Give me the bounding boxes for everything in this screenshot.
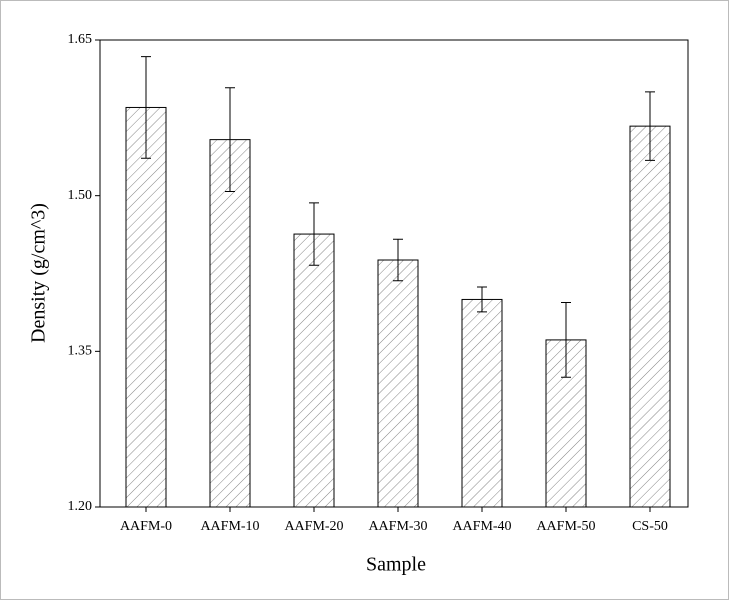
bar [461, 298, 503, 508]
x-tick-label: CS-50 [632, 519, 668, 534]
y-tick-label: 1.20 [68, 499, 93, 514]
error-bar [309, 202, 319, 266]
error-bar [645, 91, 655, 161]
bar [125, 106, 167, 508]
x-tick-label: AAFM-10 [200, 519, 259, 534]
x-tick-label: AAFM-30 [368, 519, 427, 534]
x-tick-label: AAFM-20 [284, 519, 343, 534]
x-axis-title: Sample [366, 554, 426, 576]
y-tick-label: 1.65 [68, 32, 93, 47]
bar [377, 259, 419, 508]
error-bar [141, 56, 151, 159]
error-bar [393, 238, 403, 282]
bar [629, 125, 671, 508]
y-axis-title: Density (g/cm^3) [28, 203, 50, 343]
x-tick-label: AAFM-0 [120, 519, 172, 534]
error-bar [225, 87, 235, 193]
error-bar [477, 286, 487, 313]
x-tick-label: AAFM-40 [452, 519, 511, 534]
error-bar [561, 302, 571, 378]
y-tick-label: 1.50 [68, 188, 93, 203]
bar [293, 233, 335, 508]
x-tick-label: AAFM-50 [536, 519, 595, 534]
y-tick-label: 1.35 [68, 344, 93, 359]
bar [209, 139, 251, 508]
